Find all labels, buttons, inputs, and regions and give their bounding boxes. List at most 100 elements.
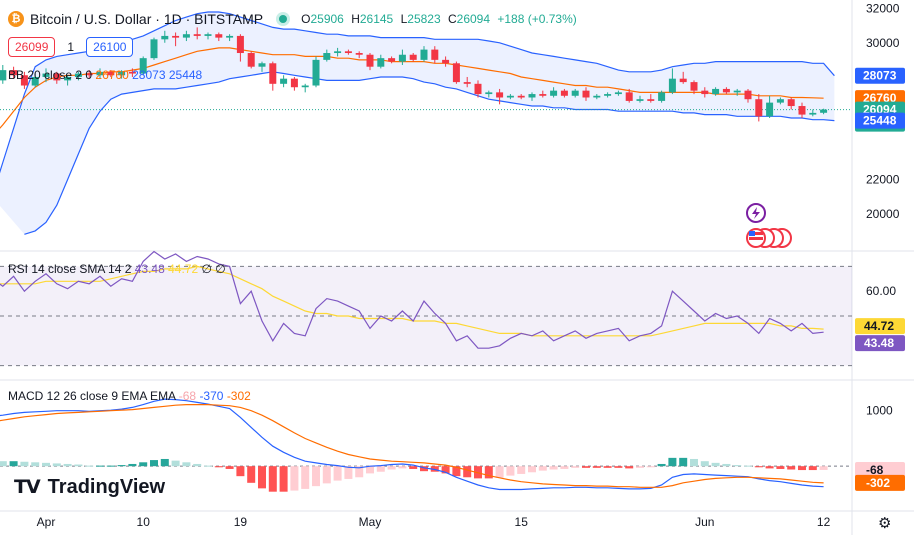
macd-histogram-bar[interactable] (63, 463, 72, 467)
candle[interactable] (53, 73, 61, 81)
rsi-badge[interactable] (855, 335, 905, 352)
candle[interactable] (614, 92, 622, 95)
bb-legend[interactable]: BB 20 close 2 0 26760 28073 25448 (8, 68, 202, 82)
candle[interactable] (766, 102, 774, 117)
candle[interactable] (722, 88, 730, 93)
candle[interactable] (517, 95, 525, 98)
macd-histogram-bar[interactable] (398, 466, 407, 469)
candle[interactable] (85, 73, 93, 76)
candle[interactable] (398, 54, 406, 62)
macd-histogram-bar[interactable] (52, 463, 61, 467)
macd-histogram-bar[interactable] (204, 465, 212, 467)
macd-histogram-bar[interactable] (290, 466, 299, 491)
bb-lower-line[interactable] (24, 71, 835, 235)
macd-histogram-bar[interactable] (517, 466, 526, 474)
macd-histogram-bar[interactable] (614, 466, 623, 468)
macd-histogram-bar[interactable] (560, 466, 569, 469)
macd-histogram-bar[interactable] (679, 457, 688, 467)
candle[interactable] (204, 34, 212, 36)
candle[interactable] (647, 99, 655, 101)
macd-histogram-bar[interactable] (106, 465, 115, 467)
candle[interactable] (712, 88, 720, 95)
candle[interactable] (193, 34, 201, 36)
macd-histogram-bar[interactable] (279, 466, 288, 492)
candle[interactable] (798, 106, 806, 115)
candle[interactable] (182, 34, 190, 38)
macd-histogram-bar[interactable] (733, 465, 742, 467)
macd-histogram-bar[interactable] (506, 466, 515, 476)
macd-histogram-bar[interactable] (582, 466, 590, 468)
settings-gear-icon[interactable]: ⚙ (878, 515, 892, 532)
candle[interactable] (452, 63, 460, 83)
candle[interactable] (226, 35, 234, 38)
macd-histogram-bar[interactable] (441, 466, 450, 474)
candle[interactable] (485, 92, 493, 95)
macd-histogram-bar[interactable] (322, 466, 331, 484)
bb-basis-line[interactable] (0, 47, 824, 137)
macd-histogram-bar[interactable] (690, 458, 698, 467)
candle[interactable] (539, 94, 547, 96)
candle[interactable] (658, 92, 666, 101)
candle[interactable] (733, 90, 741, 93)
buy-button[interactable]: 26100 (86, 37, 134, 57)
macd-histogram-bar[interactable] (312, 466, 320, 487)
price-badge[interactable] (855, 112, 905, 129)
candle[interactable] (679, 78, 687, 83)
macd-histogram-bar[interactable] (452, 466, 461, 477)
candle[interactable] (161, 35, 169, 40)
market-status-icon[interactable] (279, 15, 288, 23)
candle[interactable] (172, 35, 180, 38)
macd-histogram-bar[interactable] (625, 466, 634, 469)
candle[interactable] (690, 82, 698, 91)
macd-histogram-bar[interactable] (463, 466, 472, 478)
candle[interactable] (344, 51, 352, 54)
macd-histogram-bar[interactable] (42, 462, 50, 467)
candle[interactable] (247, 53, 255, 67)
candle[interactable] (625, 92, 633, 101)
symbol-title[interactable]: Bitcoin / U.S. Dollar · 1D · BITSTAMP (30, 11, 264, 27)
candle[interactable] (323, 53, 331, 60)
candle[interactable] (258, 63, 266, 67)
candle[interactable] (820, 109, 828, 113)
macd-histogram-bar[interactable] (636, 466, 644, 468)
candle[interactable] (312, 59, 320, 86)
macd-histogram-bar[interactable] (171, 460, 180, 467)
macd-histogram-bar[interactable] (798, 466, 806, 471)
candle[interactable] (118, 71, 126, 76)
macd-histogram-bar[interactable] (700, 461, 709, 467)
candle[interactable] (528, 94, 536, 98)
event-markers[interactable] (746, 203, 792, 248)
macd-histogram-bar[interactable] (182, 462, 191, 467)
candle[interactable] (442, 59, 450, 64)
macd-histogram-bar[interactable] (409, 466, 418, 469)
candle[interactable] (409, 54, 417, 60)
macd-histogram-bar[interactable] (808, 466, 817, 471)
macd-histogram-bar[interactable] (150, 460, 158, 467)
macd-histogram-bar[interactable] (646, 466, 655, 468)
candle[interactable] (776, 99, 784, 103)
macd-histogram-bar[interactable] (528, 466, 536, 473)
macd-histogram-bar[interactable] (31, 462, 40, 467)
macd-histogram-bar[interactable] (787, 466, 796, 470)
macd-histogram-bar[interactable] (495, 466, 504, 478)
macd-histogram-bar[interactable] (603, 466, 612, 468)
macd-histogram-bar[interactable] (225, 466, 234, 469)
rsi-sma-line[interactable] (0, 265, 824, 337)
macd-histogram-bar[interactable] (85, 465, 94, 467)
macd-histogram-bar[interactable] (139, 462, 148, 467)
candle[interactable] (139, 58, 147, 74)
macd-histogram-bar[interactable] (765, 466, 774, 469)
macd-histogram-bar[interactable] (344, 466, 353, 479)
candle[interactable] (215, 34, 223, 38)
candle[interactable] (787, 99, 795, 107)
tradingview-logo[interactable]: 𝗧𝗩 TradingView (14, 476, 165, 499)
macd-histogram-bar[interactable] (592, 466, 601, 468)
macd-histogram-bar[interactable] (268, 466, 277, 492)
candle[interactable] (809, 112, 817, 115)
candle[interactable] (0, 70, 7, 81)
macd-histogram-bar[interactable] (744, 465, 752, 467)
macd-histogram-bar[interactable] (571, 466, 580, 468)
candle[interactable] (20, 75, 28, 86)
macd-histogram-bar[interactable] (333, 466, 342, 481)
